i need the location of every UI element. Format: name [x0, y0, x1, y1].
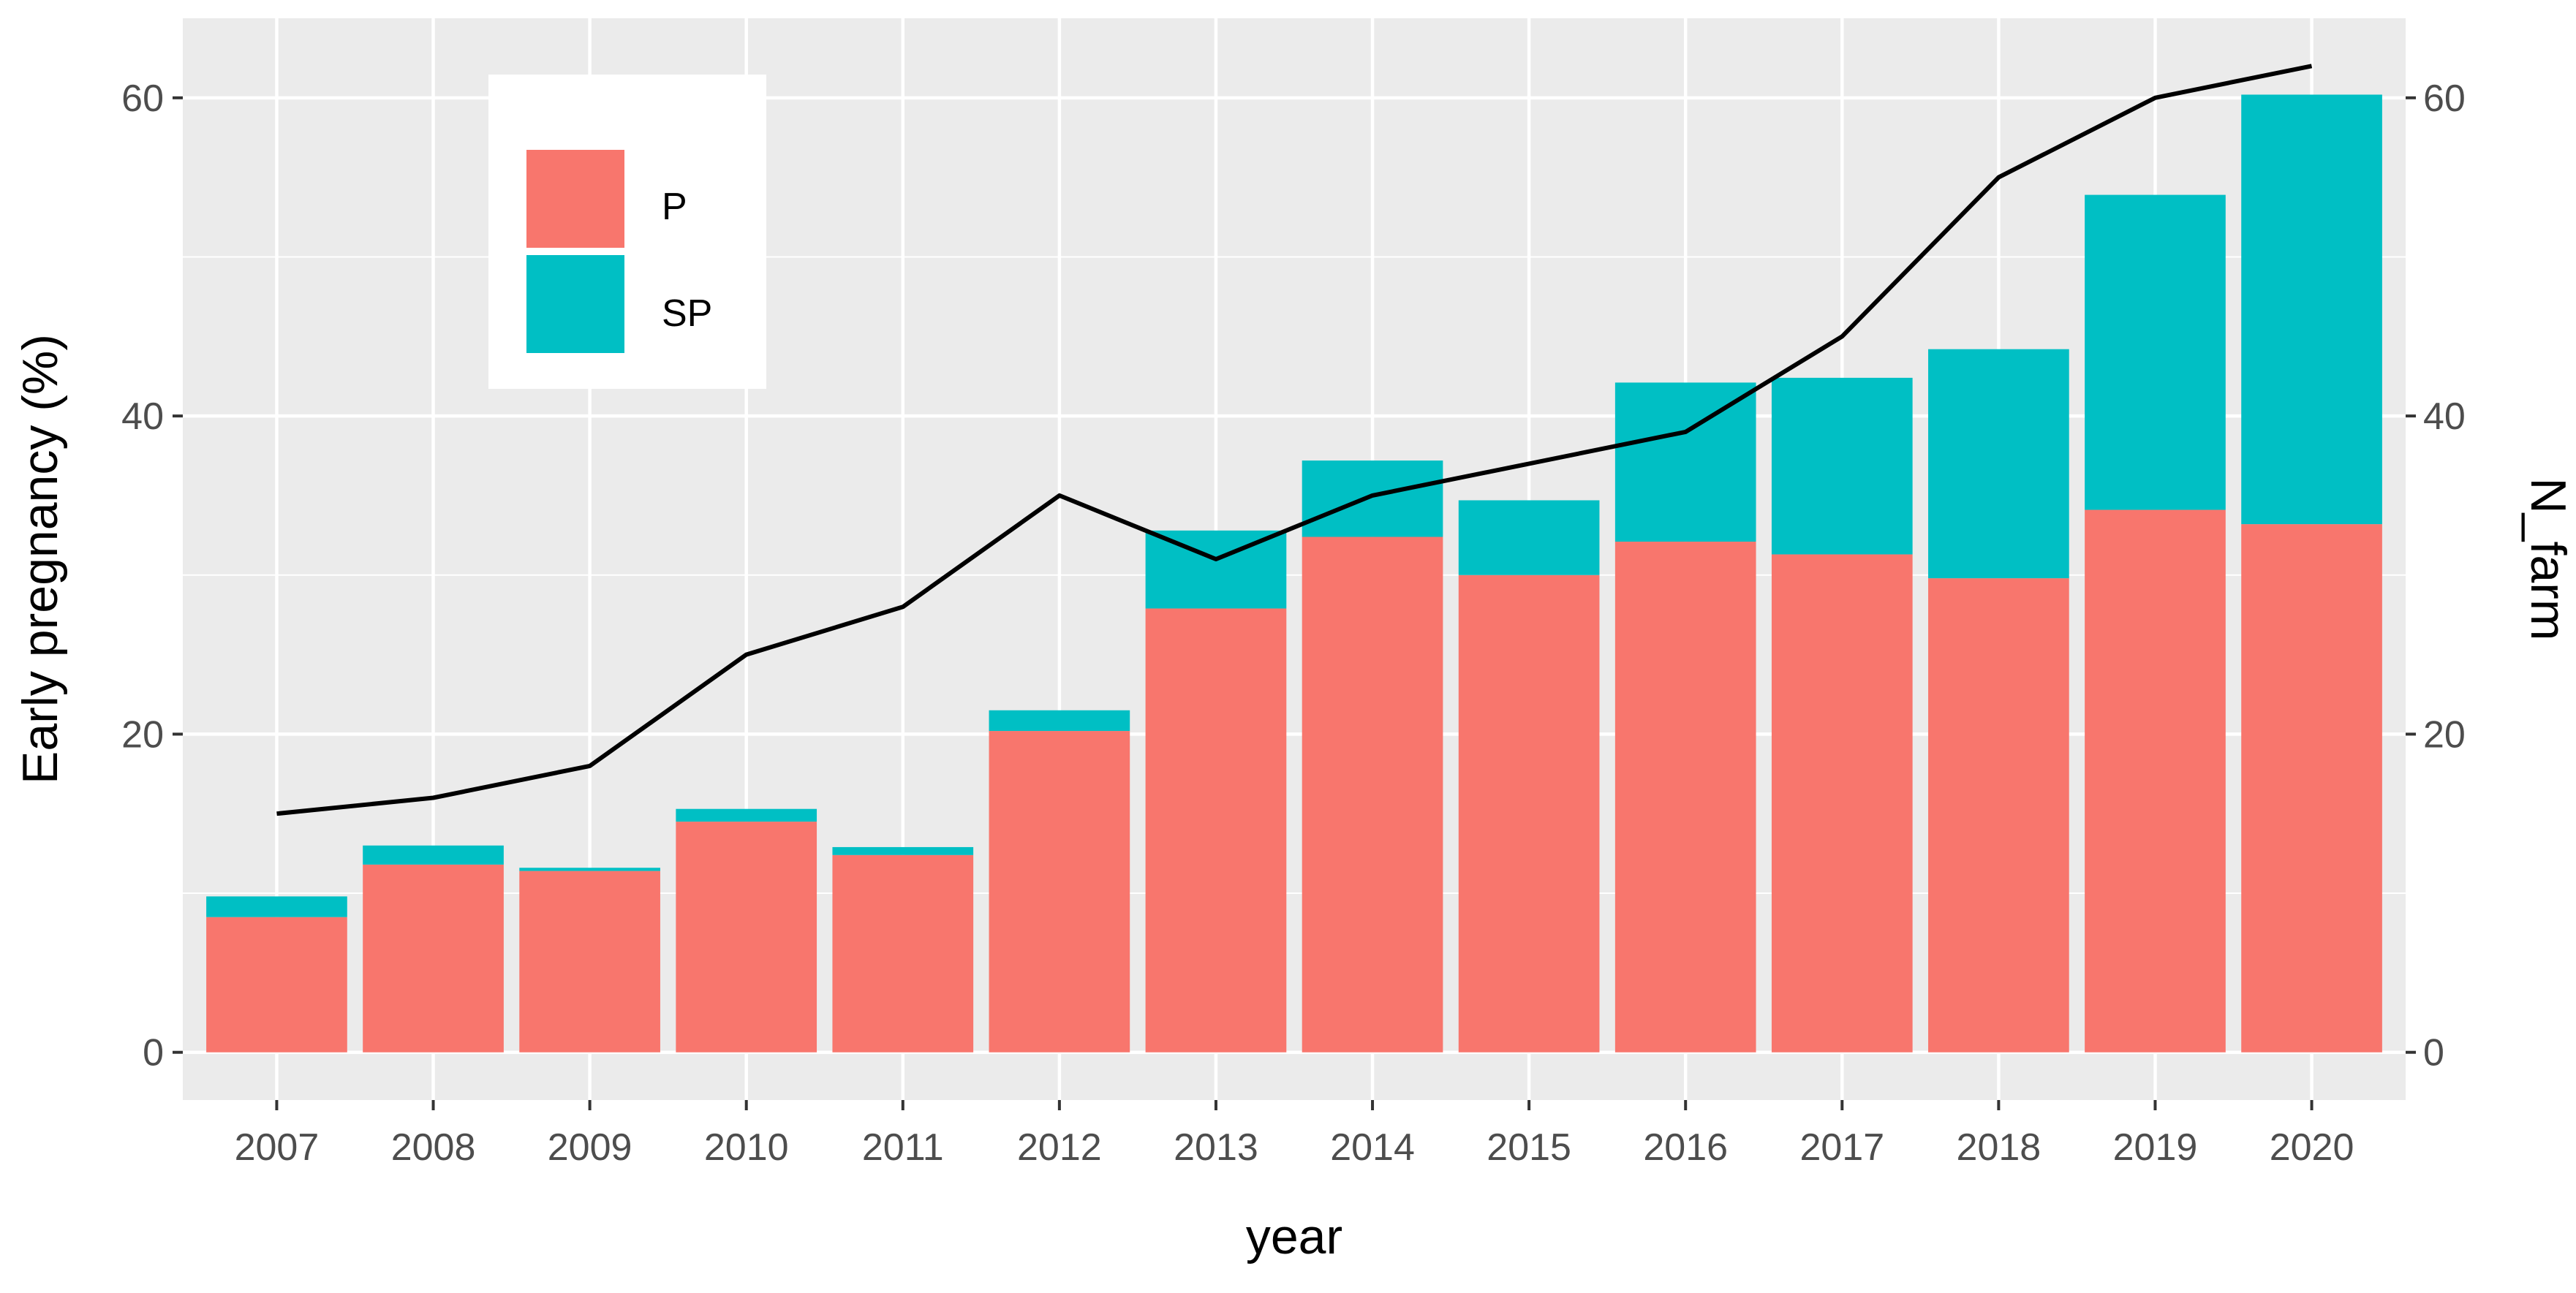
bar-p-2011 — [832, 854, 974, 1053]
x-tick-label: 2008 — [391, 1126, 476, 1169]
bar-sp-2017 — [1771, 377, 1913, 555]
bar-sp-2019 — [2085, 194, 2226, 510]
n-farm-line — [276, 64, 2313, 816]
y-axis-title: Early pregnancy (%) — [12, 334, 68, 784]
y2-tick-label: 20 — [2423, 713, 2466, 756]
x-tick-label: 2010 — [704, 1126, 789, 1169]
y-tick-label: 40 — [121, 395, 164, 438]
bar-p-2015 — [1458, 575, 1600, 1053]
bar-sp-2014 — [1302, 460, 1443, 537]
x-tick-label: 2015 — [1487, 1126, 1571, 1169]
y-axis-left-ticks: 0 20 40 60 — [121, 77, 183, 1074]
bar-sp-2013 — [1145, 530, 1287, 609]
y2-tick-label: 40 — [2423, 395, 2466, 438]
bar-p-2014 — [1302, 536, 1443, 1053]
y-tick-label: 20 — [121, 713, 164, 756]
legend-key-p — [526, 150, 624, 248]
bar-p-2016 — [1614, 542, 1756, 1053]
bar-p-2007 — [206, 917, 347, 1053]
legend: P SP — [488, 75, 766, 389]
x-tick-label: 2017 — [1799, 1126, 1884, 1169]
bar-sp-2009 — [519, 868, 660, 871]
bar-p-2012 — [989, 731, 1130, 1053]
legend-label-sp: SP — [662, 292, 712, 335]
y2-axis-title: N_farm — [2520, 478, 2576, 641]
x-tick-label: 2013 — [1174, 1126, 1258, 1169]
bar-p-2010 — [676, 822, 817, 1053]
x-axis-title: year — [1246, 1209, 1342, 1264]
bar-p-2020 — [2241, 524, 2382, 1053]
y-tick-label: 0 — [143, 1032, 164, 1074]
bar-sp-2018 — [1928, 349, 2069, 579]
bar-sp-2008 — [363, 845, 504, 865]
bar-sp-2010 — [676, 808, 817, 822]
y-tick-label: 60 — [121, 77, 164, 120]
bar-sp-2007 — [206, 896, 347, 917]
x-axis-ticks: 2007 2008 2009 2010 2011 2012 2013 2014 2015 2016… — [235, 1100, 2354, 1169]
n-farm-line-layer — [276, 64, 2313, 816]
y2-tick-label: 0 — [2423, 1032, 2444, 1074]
y-axis-right-ticks: 0 20 40 60 — [2406, 77, 2466, 1074]
x-tick-label: 2009 — [548, 1126, 632, 1169]
bar-p-2013 — [1145, 608, 1287, 1053]
x-tick-label: 2018 — [1957, 1126, 2041, 1169]
x-tick-label: 2007 — [235, 1126, 320, 1169]
bar-p-2008 — [363, 864, 504, 1053]
y2-tick-label: 60 — [2423, 77, 2466, 120]
bar-sp-2011 — [832, 846, 974, 855]
x-tick-label: 2020 — [2270, 1126, 2354, 1169]
bar-p-2018 — [1928, 578, 2069, 1053]
x-tick-label: 2014 — [1330, 1126, 1415, 1169]
bar-sp-2015 — [1458, 500, 1600, 575]
bars — [206, 94, 2382, 1053]
x-tick-label: 2016 — [1643, 1126, 1728, 1169]
bar-p-2017 — [1771, 554, 1913, 1053]
bar-sp-2016 — [1614, 382, 1756, 542]
bar-sp-2012 — [989, 710, 1130, 732]
bar-p-2009 — [519, 871, 660, 1053]
bar-sp-2020 — [2241, 94, 2382, 525]
legend-key-sp — [526, 255, 624, 353]
bar-p-2019 — [2085, 509, 2226, 1053]
x-tick-label: 2019 — [2113, 1126, 2198, 1169]
legend-label-p: P — [662, 186, 687, 228]
x-tick-label: 2012 — [1017, 1126, 1102, 1169]
x-tick-label: 2011 — [862, 1126, 944, 1169]
